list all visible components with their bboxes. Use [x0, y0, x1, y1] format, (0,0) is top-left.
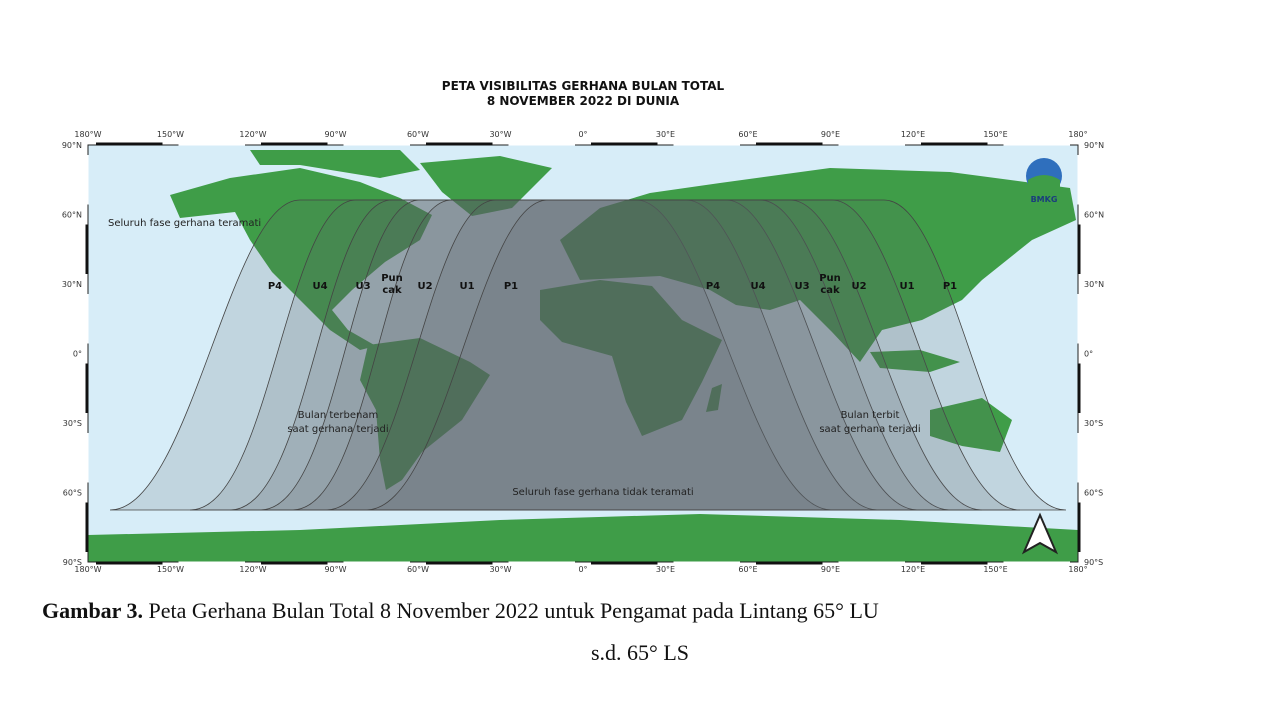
curve-label: cak [382, 285, 402, 296]
eclipse-bands [109, 199, 1067, 511]
region-label: Seluruh fase gerhana tidak teramati [512, 487, 693, 498]
lon-label: 150°E [983, 565, 1007, 574]
lon-label: 120°E [901, 130, 925, 139]
lon-label: 60°E [738, 565, 757, 574]
arctic-islands [250, 150, 420, 178]
north-america [170, 168, 432, 350]
lon-label: 120°E [901, 565, 925, 574]
lat-label: 60°N [1084, 211, 1104, 220]
lon-label: 30°W [489, 130, 511, 139]
lat-label: 30°N [62, 280, 82, 289]
caption-label: Gambar 3. [42, 598, 144, 623]
shadow-band [365, 199, 1067, 511]
region-label: saat gerhana terjadi [819, 424, 920, 435]
lon-label: 0° [578, 565, 587, 574]
region-label: Bulan terbit [841, 410, 900, 421]
lat-label: 0° [1084, 350, 1093, 359]
lat-label: 90°N [1084, 141, 1104, 150]
curve-label: P4 [706, 281, 720, 292]
indonesia [870, 350, 960, 372]
curve-label: U2 [851, 281, 866, 292]
bmkg-logo: BMKG [1026, 158, 1062, 204]
lat-label: 90°S [1084, 558, 1103, 567]
curve-label: U4 [750, 281, 765, 292]
lon-label: 30°E [656, 130, 675, 139]
lon-label: 150°W [157, 565, 184, 574]
curve-label: cak [820, 285, 840, 296]
lon-label: 180° [1068, 565, 1087, 574]
lon-label: 150°W [157, 130, 184, 139]
lon-label: 90°E [821, 565, 840, 574]
map-title: 8 NOVEMBER 2022 DI DUNIA [487, 94, 680, 108]
lon-label: 120°W [239, 565, 266, 574]
curve-label: Pun [381, 273, 403, 284]
lon-label: 120°W [239, 130, 266, 139]
caption-line-2: s.d. 65° LS [0, 640, 1280, 666]
lon-label: 90°E [821, 130, 840, 139]
lon-label: 150°E [983, 130, 1007, 139]
lon-label: 60°E [738, 130, 757, 139]
eurasia [560, 168, 1076, 362]
map-frame [87, 144, 1079, 563]
map: BMKG 180°W 180°W 150°W 150°W 120°W 120°W 90°W 9… [62, 79, 1104, 574]
curve-label: U2 [417, 281, 432, 292]
africa [540, 280, 722, 436]
north-arrow [1021, 512, 1059, 555]
lon-label: 60°W [407, 565, 429, 574]
region-label: Bulan terbenam [298, 410, 379, 421]
caption-text-2: s.d. 65° LS [590, 640, 690, 665]
curve-label: U3 [355, 281, 370, 292]
lat-label: 30°N [1084, 280, 1104, 289]
lat-label: 90°N [62, 141, 82, 150]
lon-label: 60°W [407, 130, 429, 139]
logo-text: BMKG [1031, 195, 1058, 204]
lat-label: 90°S [63, 558, 82, 567]
curve-label: U1 [459, 281, 474, 292]
lon-label: 90°W [324, 565, 346, 574]
curve-label: U1 [899, 281, 914, 292]
lon-label: 180°W [74, 130, 101, 139]
greenland [420, 156, 552, 216]
lon-label: 180° [1068, 130, 1087, 139]
logo-land [1028, 175, 1060, 194]
curve-label: U3 [794, 281, 809, 292]
antarctica [88, 514, 1078, 562]
lat-label: 30°S [63, 419, 82, 428]
lat-label: 0° [73, 350, 82, 359]
lon-label: 180°W [74, 565, 101, 574]
lon-label: 30°W [489, 565, 511, 574]
lat-label: 60°S [1084, 489, 1103, 498]
caption-text: Peta Gerhana Bulan Total 8 November 2022… [148, 598, 879, 623]
curve-label: Pun [819, 273, 841, 284]
curve-label: P1 [943, 281, 957, 292]
curve-label: U4 [312, 281, 327, 292]
lon-label: 90°W [324, 130, 346, 139]
region-label: Seluruh fase gerhana teramati [108, 218, 261, 229]
lat-label: 30°S [1084, 419, 1103, 428]
region-label: saat gerhana terjadi [287, 424, 388, 435]
curve-label: P4 [268, 281, 282, 292]
madagascar [706, 384, 722, 412]
caption-line-1: Gambar 3. Peta Gerhana Bulan Total 8 Nov… [42, 598, 1242, 624]
lat-label: 60°S [63, 489, 82, 498]
curve-label: P1 [504, 281, 518, 292]
lon-label: 30°E [656, 565, 675, 574]
south-america [360, 338, 490, 490]
map-title: PETA VISIBILITAS GERHANA BULAN TOTAL [442, 79, 725, 93]
lon-label: 0° [578, 130, 587, 139]
lat-label: 60°N [62, 211, 82, 220]
